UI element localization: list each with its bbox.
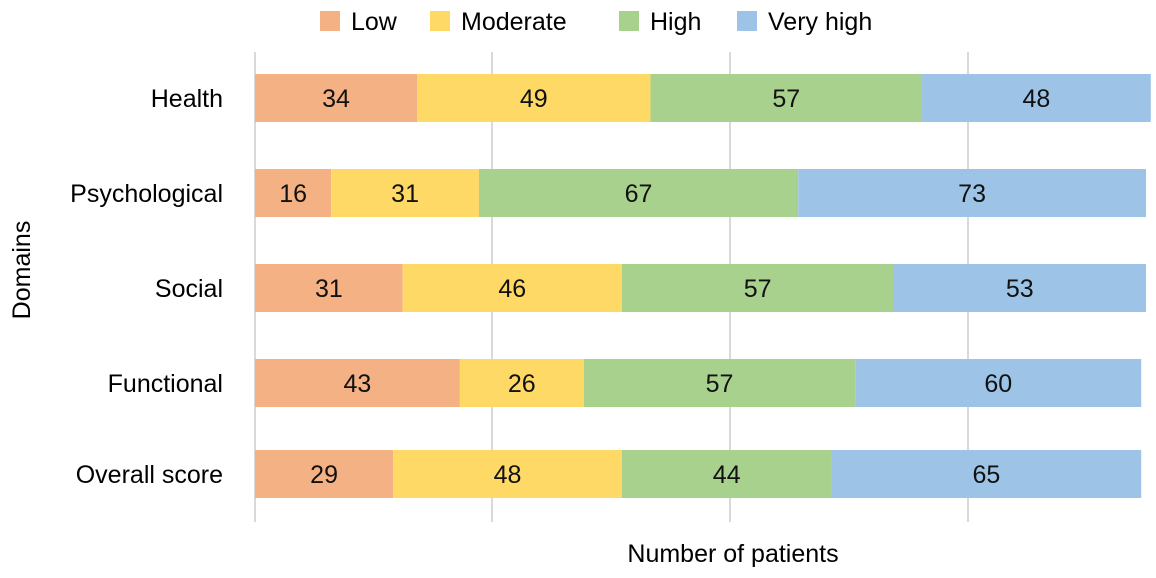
category-label-overall-score: Overall score <box>76 461 223 489</box>
bar-social-very-high <box>893 264 1146 312</box>
bar-functional-very-high <box>855 359 1142 407</box>
data-label-functional-moderate: 26 <box>508 370 536 398</box>
category-label-health: Health <box>151 85 223 113</box>
bars <box>255 74 1151 498</box>
legend-label-high: High <box>650 8 701 36</box>
legend-swatch-high <box>619 11 639 31</box>
data-label-social-very-high: 53 <box>1006 275 1034 303</box>
data-label-psychological-moderate: 31 <box>391 180 419 208</box>
data-label-social-low: 31 <box>315 275 343 303</box>
data-label-psychological-high: 67 <box>625 180 653 208</box>
bar-social-high <box>621 264 894 312</box>
data-label-social-moderate: 46 <box>498 275 526 303</box>
data-label-functional-very-high: 60 <box>984 370 1012 398</box>
bar-functional-high <box>583 359 856 407</box>
bar-psychological-low <box>255 169 332 217</box>
bar-health-moderate <box>417 74 651 122</box>
data-label-overall-score-moderate: 48 <box>494 461 522 489</box>
data-label-health-high: 57 <box>772 85 800 113</box>
category-label-functional: Functional <box>108 370 223 398</box>
data-label-functional-low: 43 <box>344 370 372 398</box>
category-labels: Health Psychological Social Functional Overa… <box>70 85 223 489</box>
data-label-health-low: 34 <box>322 85 350 113</box>
bar-social-moderate <box>402 264 622 312</box>
bar-functional-moderate <box>459 359 584 407</box>
legend-label-low: Low <box>351 8 398 36</box>
x-axis-title: Number of patients <box>627 540 838 568</box>
bar-psychological-high <box>478 169 799 217</box>
category-label-social: Social <box>155 275 223 303</box>
data-label-overall-score-low: 29 <box>310 461 338 489</box>
data-label-social-high: 57 <box>744 275 772 303</box>
data-label-health-moderate: 49 <box>520 85 548 113</box>
bar-overall-score-high <box>621 450 832 498</box>
legend-swatch-low <box>320 11 340 31</box>
bar-overall-score-low <box>255 450 394 498</box>
data-label-overall-score-high: 44 <box>713 461 741 489</box>
data-label-health-very-high: 48 <box>1023 85 1051 113</box>
bar-social-low <box>255 264 403 312</box>
data-labels: 34 49 57 48 16 31 67 73 31 46 57 53 43 26 57 60 29 48 44 65 <box>279 85 1050 489</box>
data-label-psychological-very-high: 73 <box>958 180 986 208</box>
bar-psychological-moderate <box>331 169 479 217</box>
bar-overall-score-very-high <box>831 450 1142 498</box>
legend: Low Moderate High Very high <box>320 8 872 36</box>
bar-health-low <box>255 74 417 122</box>
bar-psychological-very-high <box>798 169 1146 217</box>
legend-label-moderate: Moderate <box>461 8 567 36</box>
data-label-overall-score-very-high: 65 <box>972 461 1000 489</box>
bar-overall-score-moderate <box>393 450 622 498</box>
y-axis-title: Domains <box>8 221 36 320</box>
data-label-psychological-low: 16 <box>279 180 307 208</box>
category-label-psychological: Psychological <box>70 180 223 208</box>
bar-functional-low <box>255 359 460 407</box>
legend-swatch-very-high <box>737 11 757 31</box>
data-label-functional-high: 57 <box>706 370 734 398</box>
legend-swatch-moderate <box>430 11 450 31</box>
legend-label-very-high: Very high <box>768 8 872 36</box>
bar-health-high <box>650 74 923 122</box>
bar-health-very-high <box>922 74 1151 122</box>
